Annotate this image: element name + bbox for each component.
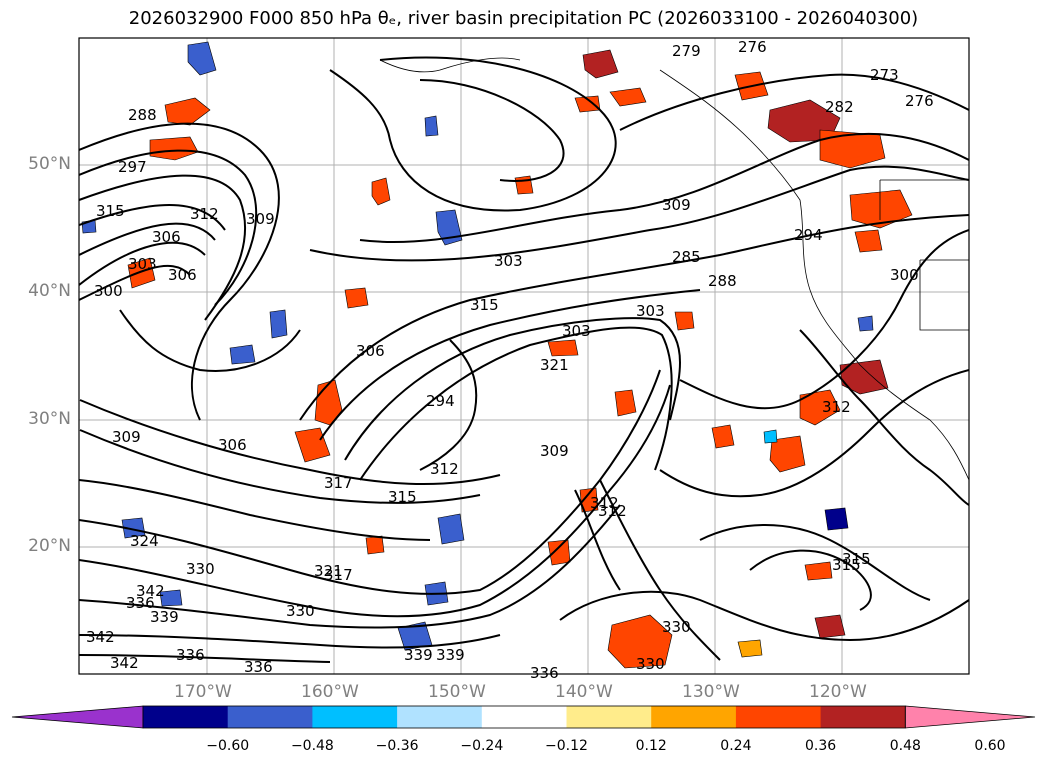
- contour-label: 309: [662, 196, 691, 214]
- contour-label: 330: [286, 602, 315, 620]
- colorbar-tick-label: 0.36: [805, 738, 837, 754]
- contour-label: 297: [118, 158, 147, 176]
- contour-label: 288: [708, 272, 737, 290]
- contour-label: 339: [436, 646, 465, 664]
- contour-label: 321: [540, 356, 569, 374]
- contour-label: 317: [324, 474, 353, 492]
- precip-negative-areas: [81, 41, 874, 651]
- colorbar-segment: [735, 706, 822, 728]
- colorbar-segment: [143, 706, 229, 728]
- contour-label: 309: [540, 442, 569, 460]
- contour-label: 303: [636, 302, 665, 320]
- lon-label-140w: 140°W: [555, 682, 613, 702]
- coastlines: [379, 57, 969, 481]
- contour-label: 342: [110, 654, 139, 672]
- contour-label: 276: [905, 92, 934, 110]
- lon-label-120w: 120°W: [809, 682, 867, 702]
- contour-label: 282: [825, 98, 854, 116]
- contour-label: 330: [186, 560, 215, 578]
- contour-label: 312: [190, 205, 219, 223]
- colorbar-tick-label: −0.12: [545, 738, 588, 754]
- contour-label: 306: [168, 266, 197, 284]
- map-title: 2026032900 F000 850 hPa θₑ, river basin …: [128, 8, 919, 29]
- theta-e-contours: [79, 56, 969, 663]
- contour-label: 317: [324, 566, 353, 584]
- contour-label: 312: [430, 460, 459, 478]
- contour-label: 315: [842, 550, 871, 568]
- contour-label: 312: [822, 398, 851, 416]
- contour-label: 294: [426, 392, 455, 410]
- colorbar-outline: [142, 705, 906, 729]
- lon-label-160w: 160°W: [301, 682, 359, 702]
- contour-label: 306: [152, 228, 181, 246]
- colorbar-tick-label: 0.24: [720, 738, 752, 754]
- colorbar-tick-label: −0.60: [206, 738, 250, 754]
- contour-label: 339: [404, 646, 433, 664]
- colorbar-tick-label: −0.24: [460, 738, 504, 754]
- contour-label: 315: [832, 556, 861, 574]
- colorbar-segment: [312, 706, 398, 728]
- contour-label: 336: [530, 664, 559, 682]
- lon-label-130w: 130°W: [682, 682, 740, 702]
- contour-label: 339: [150, 608, 179, 626]
- colorbar-segment: [227, 706, 313, 728]
- contour-label: 279: [672, 42, 701, 60]
- contour-label: 321: [314, 562, 343, 580]
- contour-label: 324: [130, 532, 159, 550]
- map-frame: [78, 37, 970, 675]
- contour-label: 288: [128, 106, 157, 124]
- lon-label-170w: 170°W: [174, 682, 232, 702]
- contour-label: 315: [96, 202, 125, 220]
- contour-label: 336: [126, 594, 155, 612]
- contour-label: 342: [136, 582, 165, 600]
- contour-label: 285: [672, 248, 701, 266]
- colorbar-segment: [481, 706, 567, 728]
- contour-label: 306: [356, 342, 385, 360]
- lat-label-50n: 50°N: [28, 154, 71, 174]
- colorbar-tick-label: −0.48: [290, 738, 334, 754]
- contour-label: 276: [738, 38, 767, 56]
- contour-label: 306: [218, 436, 247, 454]
- contour-label: 303: [562, 322, 591, 340]
- contour-label: 303: [494, 252, 523, 270]
- lat-label-40n: 40°N: [28, 281, 71, 301]
- contour-label: 300: [94, 282, 123, 300]
- contour-label: 336: [176, 646, 205, 664]
- colorbar-tick-label: 0.12: [635, 738, 667, 754]
- colorbar-segment: [397, 706, 483, 728]
- contour-label: 309: [112, 428, 141, 446]
- lon-label-150w: 150°W: [428, 682, 486, 702]
- contour-label: 315: [388, 488, 417, 506]
- contour-label: 300: [890, 266, 919, 284]
- colorbar-segment: [820, 706, 906, 728]
- lat-label-30n: 30°N: [28, 409, 71, 429]
- contour-label: 312: [598, 502, 627, 520]
- colorbar-tick-label: 0.48: [889, 738, 921, 754]
- contour-label: 294: [794, 226, 823, 244]
- contour-label: 330: [636, 655, 665, 673]
- contour-label: 273: [870, 66, 899, 84]
- contour-label: 315: [470, 296, 499, 314]
- contour-label: 330: [662, 618, 691, 636]
- colorbar-tick-label: −0.36: [375, 738, 419, 754]
- colorbar-segment: [651, 706, 737, 728]
- contour-label: 303: [128, 255, 157, 273]
- contour-label: 336: [244, 658, 273, 676]
- colorbar-extend-low: [11, 705, 144, 729]
- colorbar-segment: [566, 706, 652, 728]
- colorbar-tick-label: 0.60: [974, 738, 1006, 754]
- precip-positive-areas: [127, 49, 913, 669]
- colorbar-extend-high: [904, 705, 1036, 729]
- contour-label: 342: [86, 628, 115, 646]
- contour-label: 312: [590, 494, 619, 512]
- contour-label: 309: [246, 210, 275, 228]
- lat-label-20n: 20°N: [28, 536, 71, 556]
- colorbar: [11, 705, 1036, 729]
